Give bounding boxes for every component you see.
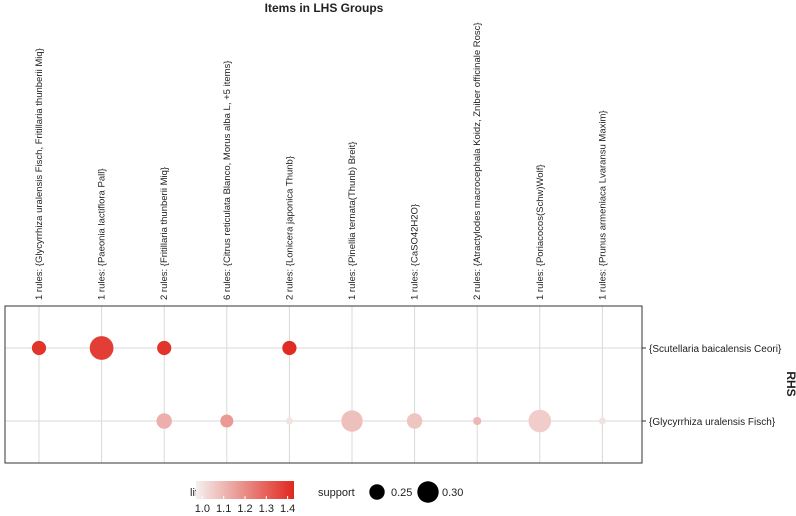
column-label: 6 rules: {Citrus reticulata Blanco, Moru… [222, 61, 233, 300]
data-points [31, 336, 606, 433]
data-point [598, 417, 606, 425]
column-label: 1 rules: {Glycyrrhiza uralensis Fisch, F… [34, 48, 45, 300]
column-labels: 1 rules: {Glycyrrhiza uralensis Fisch, F… [34, 22, 608, 300]
column-label: 1 rules: {CaSO42H2O} [410, 204, 421, 300]
lift-legend: lift 1.0 1.1 1.2 1.3 1.4 [190, 481, 295, 515]
support-legend-label: 0.25 [391, 487, 412, 499]
data-point [157, 340, 172, 356]
support-legend-title: support [318, 487, 355, 499]
row-label: {Scutellaria baicalensis Ceori} [649, 344, 782, 355]
grid-lines [5, 306, 642, 463]
lift-tick-label: 1.4 [280, 503, 295, 515]
row-label: {Glycyrrhiza uralensis Fisch} [649, 417, 776, 428]
column-label: 1 rules: {Prunus armeniaca Lvaransu Maxi… [597, 110, 608, 300]
support-legend-entries: 0.25 0.30 [369, 481, 463, 503]
data-point [31, 340, 47, 356]
column-label: 1 rules: {Paeonia lactiflora Pall} [97, 169, 108, 301]
column-label: 2 rules: {Lonicera japonica Thunb} [284, 156, 295, 300]
data-point [156, 413, 172, 429]
lift-gradient-bar [196, 481, 294, 499]
plot-area [4, 305, 643, 464]
data-point [528, 409, 552, 433]
data-point [406, 413, 423, 429]
data-point [89, 336, 114, 360]
row-labels: {Scutellaria baicalensis Ceori} {Glycyrrh… [642, 344, 782, 428]
data-point [282, 340, 297, 356]
column-label: 2 rules: {Atractylodes macrocephala Koid… [472, 22, 483, 300]
lift-tick-label: 1.3 [259, 503, 274, 515]
data-point [473, 416, 482, 426]
chart-title: Items in LHS Groups [265, 1, 384, 15]
support-legend: support 0.25 0.30 [318, 481, 463, 503]
data-point [285, 417, 293, 425]
data-point [341, 410, 363, 432]
column-label: 1 rules: {Pinellia ternata(Thunb) Breit} [347, 142, 358, 300]
lift-legend-ticks: 1.0 1.1 1.2 1.3 1.4 [195, 496, 295, 515]
support-legend-dot [417, 481, 439, 503]
support-legend-label: 0.30 [442, 487, 463, 499]
lift-tick-label: 1.1 [216, 503, 231, 515]
support-legend-dot [369, 484, 385, 500]
lift-tick-label: 1.2 [237, 503, 252, 515]
column-label: 1 rules: {Poriacocos(Schw)Wolf} [535, 164, 546, 300]
column-label: 2 rules: {Fritillaria thunberii Miq} [159, 167, 170, 300]
lift-tick-label: 1.0 [195, 503, 210, 515]
lift-legend-title: lift [190, 487, 201, 499]
y-axis-title: RHS [784, 371, 796, 396]
data-point [220, 414, 234, 428]
